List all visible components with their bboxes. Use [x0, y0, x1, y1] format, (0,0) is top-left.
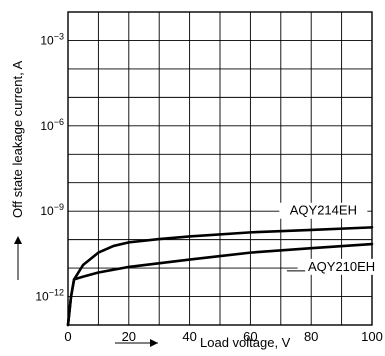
x-axis-title: Load voltage, V	[200, 335, 291, 350]
x-tick-label: 100	[361, 329, 383, 344]
plot-frame	[67, 11, 373, 326]
x-tick-label: 80	[304, 329, 318, 344]
x-tick-label: 60	[243, 329, 257, 344]
tick-labels: 0 20 40 60 80 100 10−3 10−6 10−9 10−12	[35, 31, 382, 344]
series-group	[66, 226, 374, 327]
series-line-aqy210eh	[66, 242, 374, 327]
series-label-backing	[297, 258, 385, 275]
grid	[68, 12, 372, 325]
y-axis-arrow-head	[14, 236, 22, 244]
y-tick-label: 10−6	[40, 117, 64, 133]
x-tick-label: 20	[122, 329, 136, 344]
y-tick-label: 10−3	[40, 31, 64, 47]
x-tick-label: 0	[64, 329, 71, 344]
series-label-backing	[279, 202, 368, 219]
series-label: AQY214EH	[290, 203, 357, 218]
series-label: AQY210EH	[308, 259, 375, 274]
y-tick-label: 10−12	[35, 288, 64, 304]
x-axis-arrow-head	[150, 339, 158, 347]
axis-titles: Load voltage, V Off state leakage current…	[10, 60, 291, 350]
y-tick-label: 10−9	[40, 202, 64, 218]
y-axis-title: Off state leakage current, A	[10, 60, 25, 218]
series-labels: AQY214EH AQY210EH	[279, 202, 385, 275]
axes	[67, 11, 373, 326]
x-tick-label: 40	[182, 329, 196, 344]
